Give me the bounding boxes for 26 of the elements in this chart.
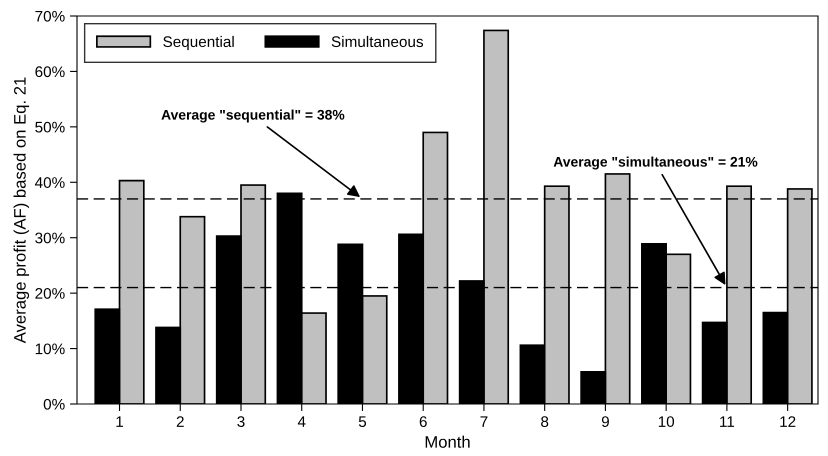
y-tick-label: 70% <box>35 10 65 22</box>
annotation: Average "simultaneous" = 21% <box>554 156 758 170</box>
y-tick-label: 60% <box>35 66 65 78</box>
y-tick-label: 30% <box>35 232 65 244</box>
x-tick-label: 2 <box>176 416 184 427</box>
x-tick-label: 8 <box>541 416 548 428</box>
y-axis-title: Average profit (AF) based on Eq. 21 <box>14 78 30 344</box>
x-tick-label: 7 <box>480 416 488 427</box>
y-tick-label: 50% <box>35 122 65 133</box>
x-tick-label: 10 <box>658 416 674 428</box>
y-tick-label: 0% <box>44 398 65 410</box>
legend-label: Sequential <box>163 36 234 50</box>
x-tick-label: 11 <box>720 416 734 427</box>
y-tick-label: 40% <box>34 177 65 188</box>
x-tick-label: 6 <box>420 416 427 428</box>
x-tick-label: 12 <box>780 416 796 427</box>
x-axis-title: Month <box>426 436 470 448</box>
y-tick-label: 10% <box>36 343 65 354</box>
x-tick-label: 9 <box>602 416 609 428</box>
x-tick-label: 3 <box>237 416 245 428</box>
legend-label: Simultaneous <box>332 36 424 48</box>
x-tick-label: 5 <box>358 416 366 428</box>
x-tick-label: 1 <box>116 416 124 427</box>
annotation: Average "sequential" = 38% <box>161 110 344 123</box>
x-tick-label: 4 <box>298 416 306 427</box>
y-tick-label: 20% <box>35 288 65 299</box>
